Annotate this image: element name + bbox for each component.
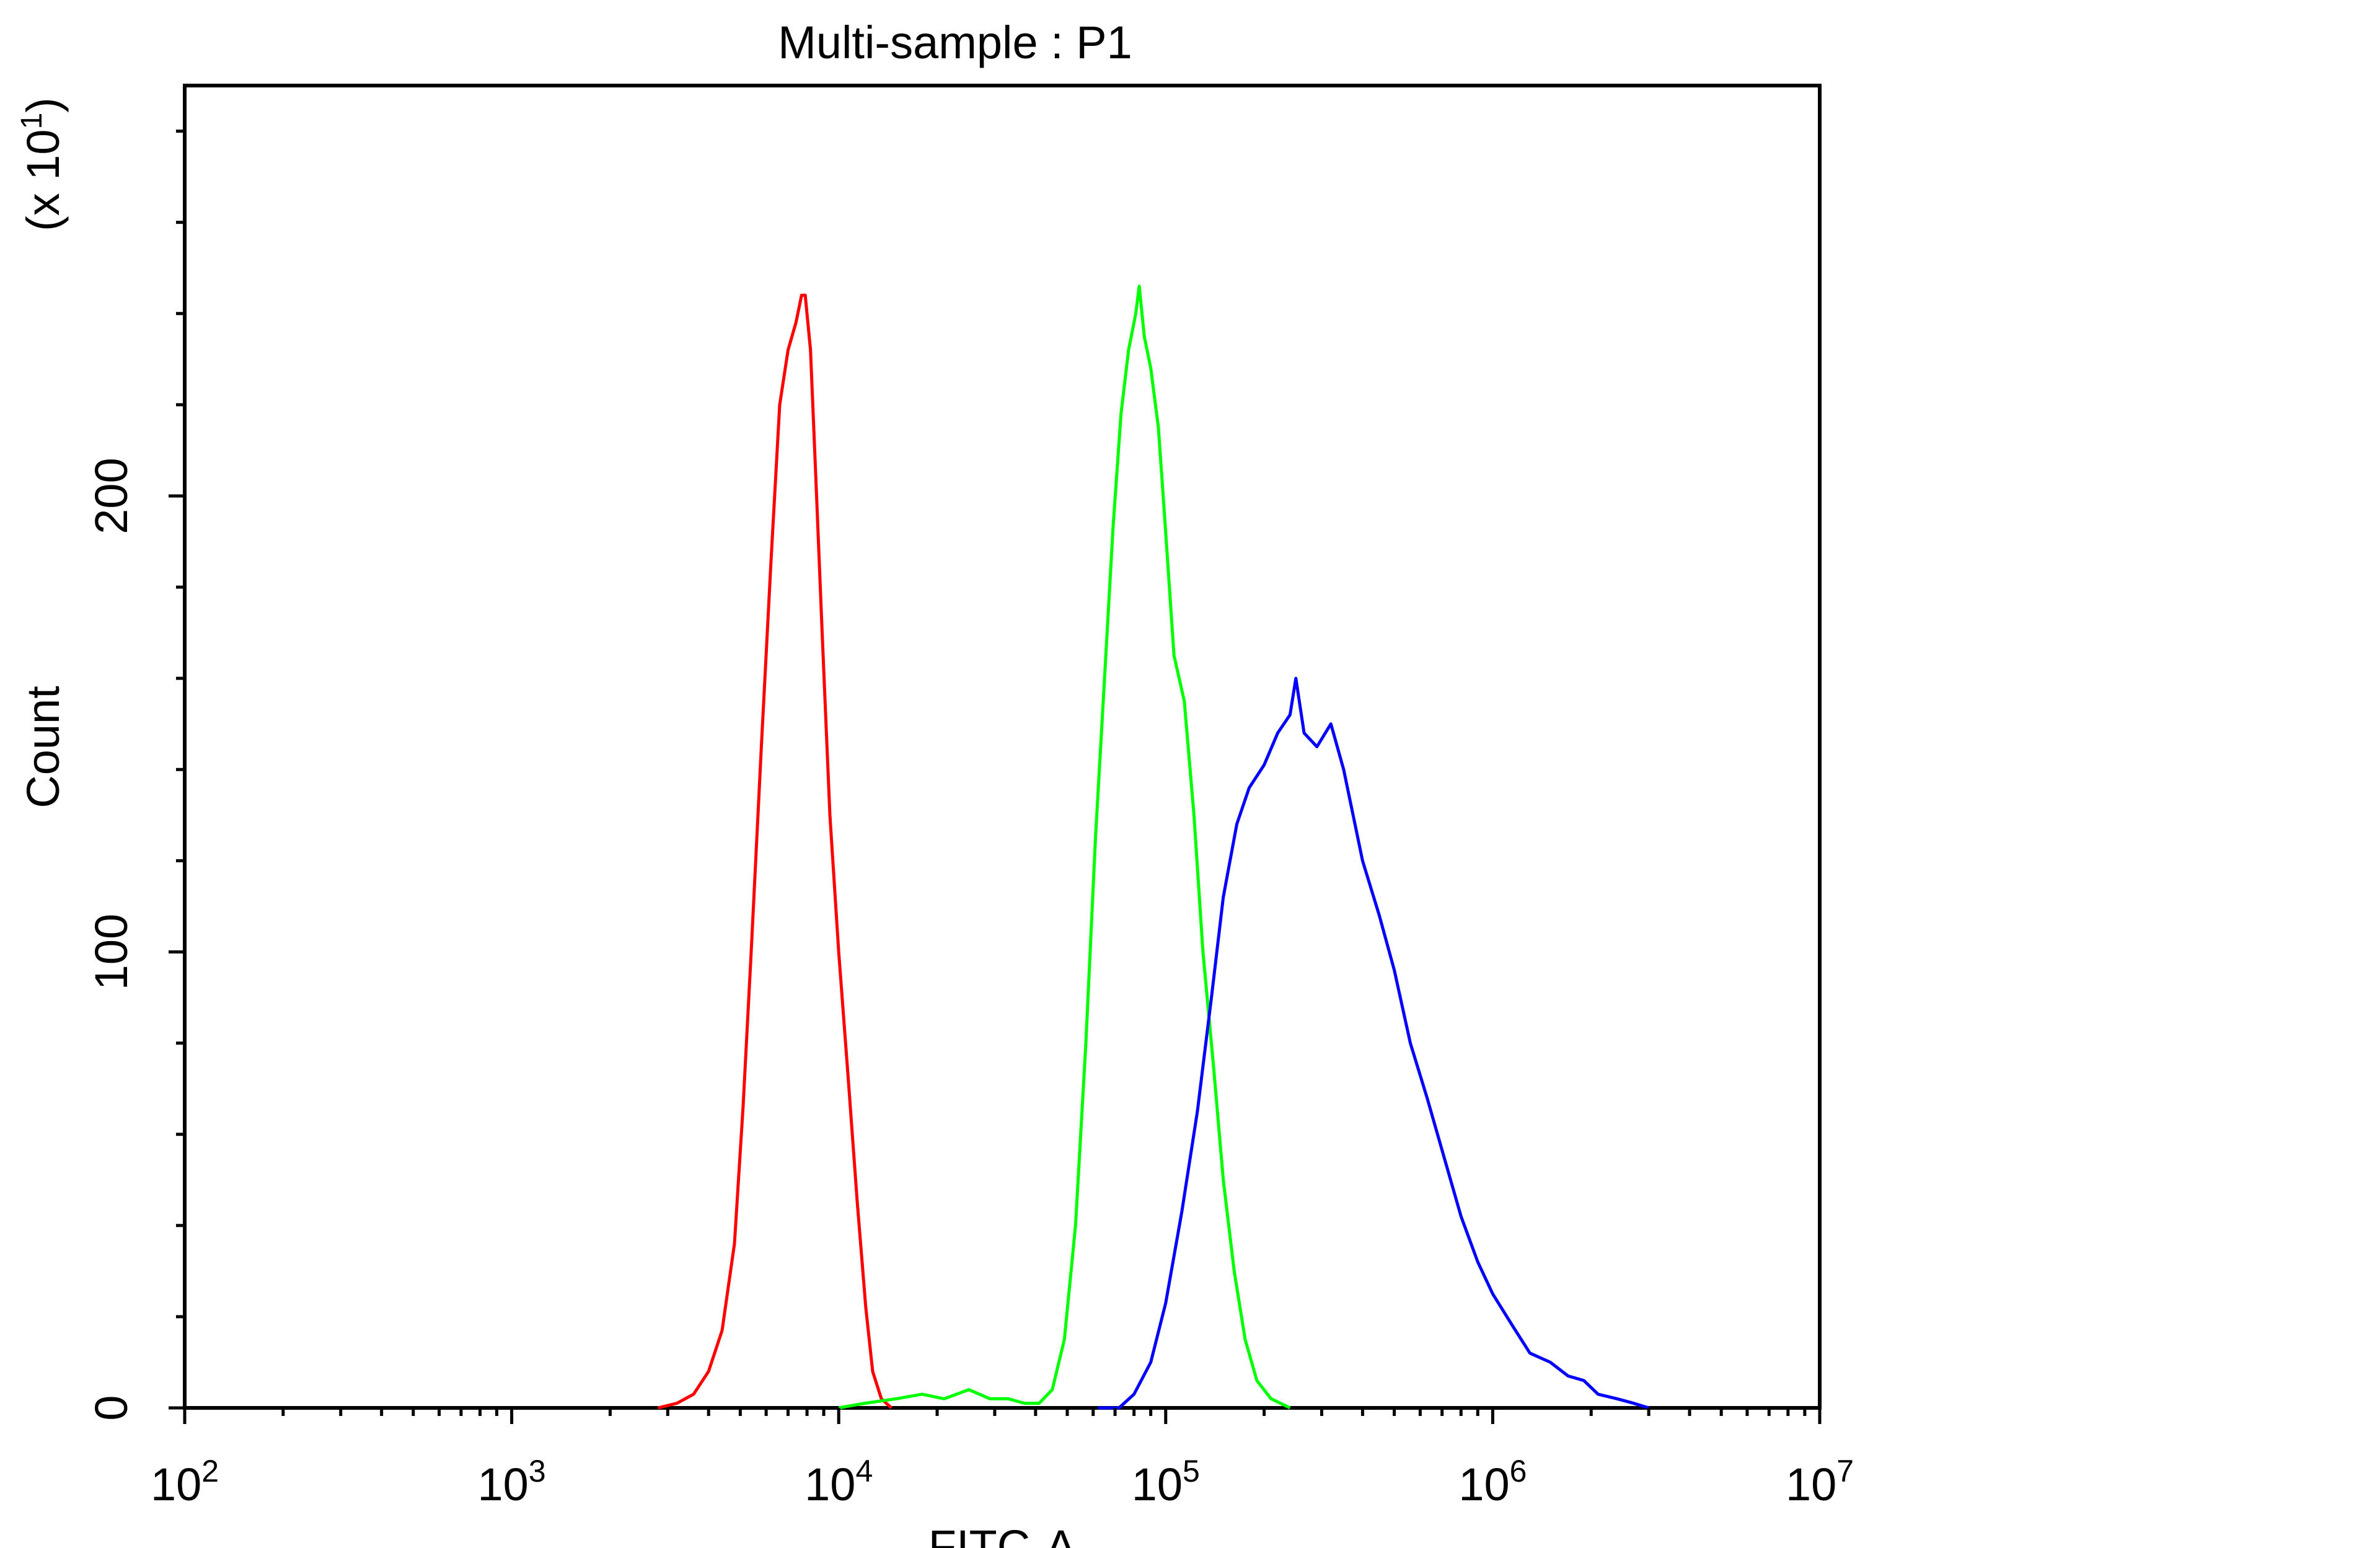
x-tick-label: 103 (478, 1454, 546, 1510)
series-layer (657, 285, 1649, 1410)
x-tick-label: 102 (151, 1454, 219, 1510)
x-tick-exponent: 2 (201, 1454, 219, 1488)
x-tick-base: 10 (151, 1459, 201, 1510)
x-tick-label: 107 (1786, 1454, 1854, 1510)
x-axis-label: FITC-A (928, 1521, 1077, 1548)
series-line-1 (657, 293, 892, 1410)
chart-title: Multi-sample : P1 (778, 17, 1132, 68)
x-tick-exponent: 6 (1510, 1454, 1527, 1488)
y-tick-label: 100 (86, 914, 137, 990)
x-tick-base: 10 (478, 1459, 529, 1510)
y-axis-multiplier: (x 101) (15, 97, 69, 231)
y-tick-label: 0 (86, 1395, 137, 1420)
multiplier-close: ) (17, 97, 69, 113)
x-tick-base: 10 (1132, 1459, 1183, 1510)
x-tick-exponent: 3 (529, 1454, 546, 1488)
x-tick-exponent: 5 (1183, 1454, 1200, 1488)
x-tick-exponent: 4 (855, 1454, 873, 1488)
x-tick-label: 106 (1458, 1454, 1527, 1510)
x-tick-base: 10 (1458, 1459, 1509, 1510)
y-tick-label: 200 (86, 458, 137, 534)
ticks-layer (169, 130, 1822, 1424)
x-tick-label: 105 (1132, 1454, 1200, 1510)
series-line-3 (1098, 676, 1649, 1410)
x-tick-base: 10 (1786, 1459, 1836, 1510)
series-line-2 (838, 285, 1291, 1410)
multiplier-exponent: 1 (15, 113, 48, 130)
x-tick-base: 10 (804, 1459, 855, 1510)
multiplier-base: (x 10 (17, 129, 69, 231)
y-axis-label: Count (17, 686, 69, 808)
x-tick-label: 104 (804, 1454, 873, 1510)
plot-frame (183, 84, 1822, 1410)
x-tick-exponent: 7 (1836, 1454, 1854, 1488)
